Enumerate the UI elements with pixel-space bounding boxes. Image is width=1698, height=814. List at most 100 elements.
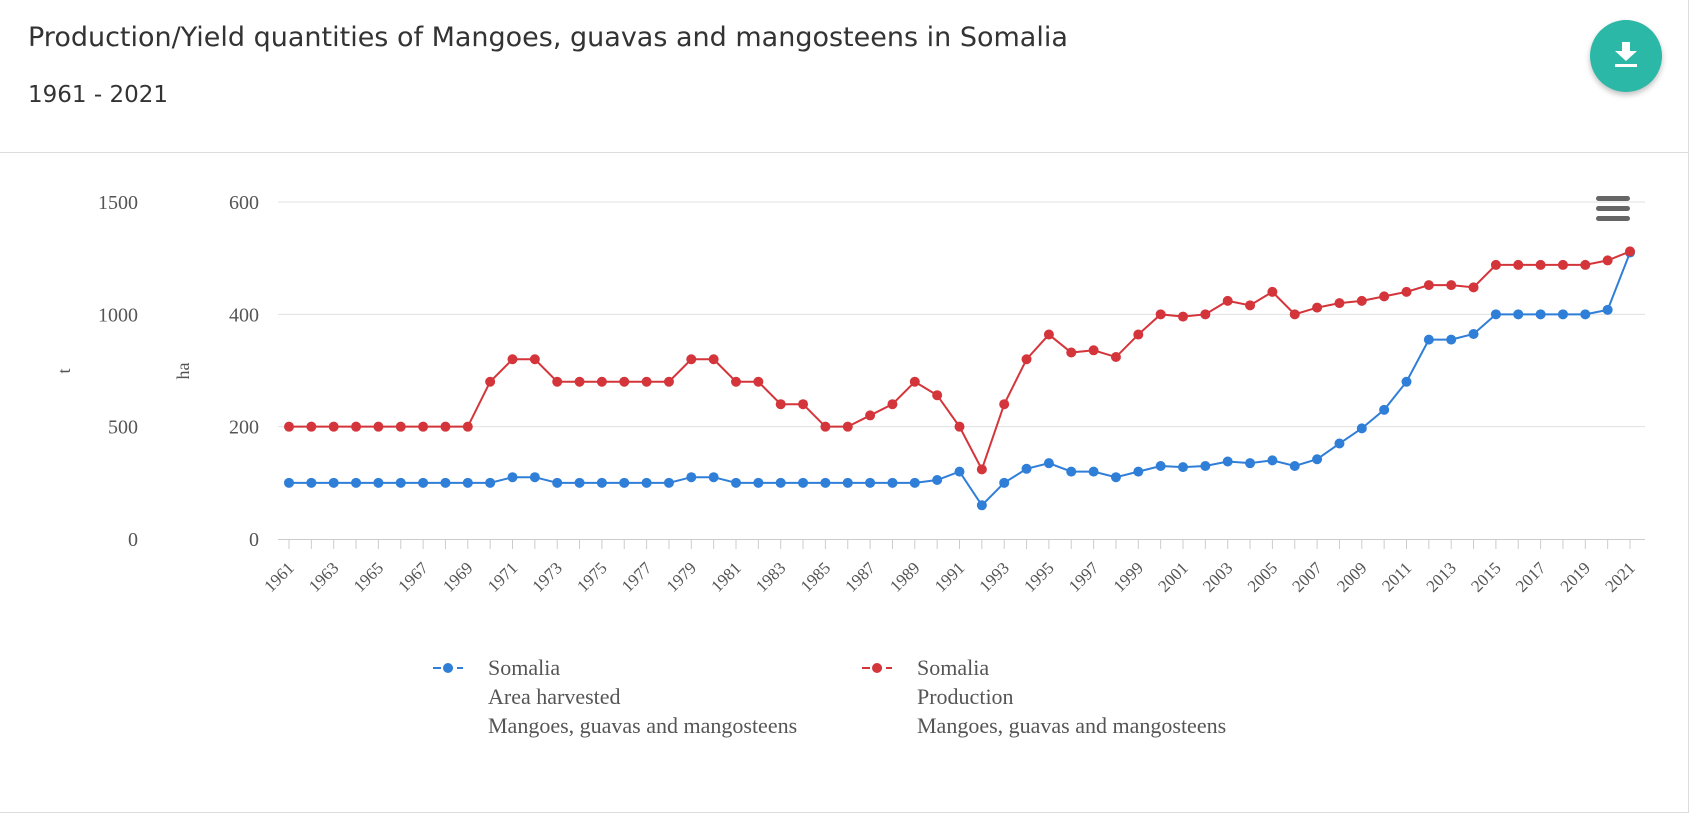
x-tick-label: 2005 — [1244, 558, 1281, 595]
data-point — [641, 477, 652, 488]
data-point — [1401, 376, 1412, 387]
right-axis-tick-label: 200 — [229, 417, 259, 439]
data-point — [1155, 309, 1166, 320]
data-point — [1200, 309, 1211, 320]
right-axis-label: ha — [173, 363, 193, 380]
left-axis-tick-label: 1000 — [98, 304, 138, 326]
data-point — [708, 472, 719, 483]
data-point — [485, 376, 496, 387]
x-tick-label: 2021 — [1601, 558, 1638, 595]
data-point — [1602, 304, 1613, 315]
x-tick-label: 1989 — [886, 558, 923, 595]
data-point — [641, 376, 652, 387]
data-point — [909, 376, 920, 387]
legend-area-item: Mangoes, guavas and mangosteens — [488, 713, 797, 738]
data-point — [686, 472, 697, 483]
legend-prod-item: Mangoes, guavas and mangosteens — [917, 713, 1226, 738]
data-point — [1066, 466, 1077, 477]
data-point — [1133, 466, 1144, 477]
x-tick-label: 1995 — [1020, 558, 1057, 595]
data-point — [1312, 302, 1323, 313]
left-axis-label: t — [54, 368, 74, 373]
x-tick-label: 1961 — [260, 558, 297, 595]
x-tick-label: 2003 — [1199, 558, 1236, 595]
data-point — [954, 466, 965, 477]
legend-area-element: Area harvested — [488, 684, 621, 709]
x-tick-label: 2019 — [1557, 558, 1594, 595]
data-point — [1446, 334, 1457, 345]
data-point — [619, 376, 630, 387]
data-point — [395, 477, 406, 488]
data-point — [529, 472, 540, 483]
x-tick-label: 1999 — [1110, 558, 1147, 595]
legend-item-area-harvested[interactable]: Somalia Area harvested Mangoes, guavas a… — [433, 655, 797, 738]
data-point — [395, 421, 406, 432]
data-point — [1245, 300, 1256, 311]
data-point — [865, 410, 876, 421]
x-tick-label: 1991 — [931, 558, 968, 595]
data-point — [596, 376, 607, 387]
x-tick-label: 1973 — [529, 558, 566, 595]
x-tick-label: 1977 — [618, 558, 656, 596]
data-point — [529, 354, 540, 365]
data-point — [552, 376, 563, 387]
x-tick-label: 2017 — [1512, 558, 1550, 596]
data-point — [1468, 282, 1479, 293]
data-point — [798, 477, 809, 488]
data-point — [619, 477, 630, 488]
series-area-harvested — [284, 247, 1635, 511]
grid-lines — [278, 201, 1645, 428]
data-point — [1043, 329, 1054, 340]
legend-item-production[interactable]: Somalia Production Mangoes, guavas and m… — [862, 655, 1226, 738]
data-point — [1446, 280, 1457, 291]
data-point — [1379, 291, 1390, 302]
chart-subtitle: 1961 - 2021 — [28, 82, 168, 108]
x-axis: 1961 1963 1965 1967 1969 1971 1973 1975 1977 1979… — [260, 539, 1645, 596]
data-point — [1535, 259, 1546, 270]
data-point — [1066, 347, 1077, 358]
data-point — [798, 399, 809, 410]
download-icon — [1615, 42, 1637, 67]
data-point — [932, 475, 943, 486]
data-point — [507, 472, 518, 483]
x-tick-label: 2001 — [1154, 558, 1191, 595]
data-point — [1043, 458, 1054, 469]
data-point — [1356, 423, 1367, 434]
data-point — [954, 421, 965, 432]
data-point — [1535, 309, 1546, 320]
data-point — [999, 399, 1010, 410]
data-point — [351, 477, 362, 488]
download-button[interactable] — [1590, 20, 1662, 92]
data-point — [1557, 259, 1568, 270]
right-axis-ticks: 0 200 400 600 — [229, 192, 259, 551]
data-point — [1401, 286, 1412, 297]
data-point — [373, 421, 384, 432]
data-point — [976, 464, 987, 475]
data-point — [328, 477, 339, 488]
data-point — [842, 421, 853, 432]
x-tick-label: 1987 — [841, 558, 879, 596]
x-tick-label: 1971 — [484, 558, 521, 595]
data-point — [462, 477, 473, 488]
data-point — [1267, 455, 1278, 466]
hamburger-menu-icon[interactable] — [1596, 196, 1630, 221]
data-point — [753, 376, 764, 387]
data-point — [775, 477, 786, 488]
data-point — [1267, 286, 1278, 297]
x-tick-label: 1985 — [797, 558, 834, 595]
x-tick-label: 1997 — [1065, 558, 1103, 596]
x-tick-label: 1979 — [663, 558, 700, 595]
data-point — [708, 354, 719, 365]
data-point — [663, 376, 674, 387]
data-point — [932, 390, 943, 401]
data-point — [865, 477, 876, 488]
data-point — [887, 477, 898, 488]
data-point — [552, 477, 563, 488]
data-point — [1423, 334, 1434, 345]
data-point — [1133, 329, 1144, 340]
x-tick-label: 2007 — [1288, 558, 1326, 596]
data-point — [351, 421, 362, 432]
data-point — [1222, 456, 1233, 467]
data-point — [1580, 309, 1591, 320]
